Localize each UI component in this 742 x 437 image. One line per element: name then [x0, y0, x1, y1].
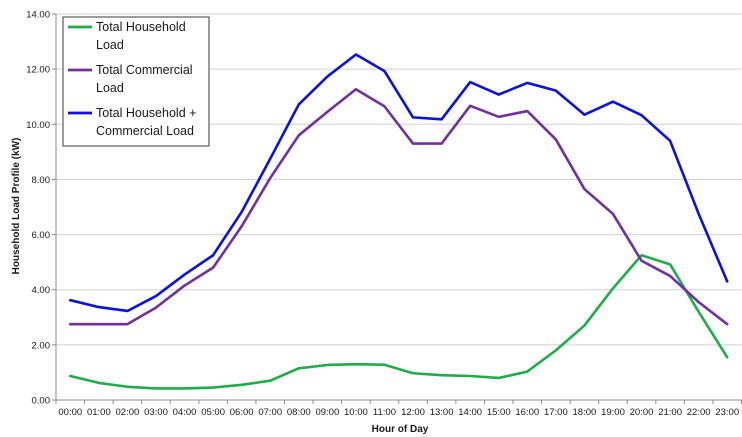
- x-tick-label: 03:00: [144, 407, 168, 418]
- x-tick-label: 23:00: [715, 407, 739, 418]
- x-tick-label: 19:00: [601, 407, 625, 418]
- x-tick-label: 10:00: [344, 407, 368, 418]
- legend-label-1: Load: [96, 38, 124, 52]
- legend-label-3: Total Household +: [96, 106, 196, 120]
- y-tick-label: 4.00: [32, 285, 51, 296]
- series-line-2: [68, 87, 729, 326]
- series-line-3: [68, 53, 729, 313]
- y-tick-label: 8.00: [32, 175, 51, 186]
- x-tick-label: 17:00: [544, 407, 568, 418]
- x-tick-label: 22:00: [687, 407, 711, 418]
- x-tick-label: 11:00: [373, 407, 396, 418]
- x-tick-label: 06:00: [230, 407, 254, 418]
- y-tick-label: 12.00: [26, 65, 50, 76]
- x-tick-label: 21:00: [658, 407, 682, 418]
- x-tick-label: 16:00: [515, 407, 539, 418]
- series-lines: [68, 53, 729, 390]
- legend-label-1: Total Household: [96, 20, 186, 34]
- legend-label-3: Commercial Load: [96, 124, 194, 138]
- y-tick-labels: 0.00 2.00 4.00 6.00 8.00 10.00 12.00 14.00: [26, 10, 50, 407]
- y-tick-label: 2.00: [32, 340, 51, 351]
- gridlines: [56, 13, 742, 346]
- axes: [52, 13, 742, 404]
- x-tick-label: 20:00: [630, 407, 654, 418]
- x-tick-label: 05:00: [201, 407, 225, 418]
- y-tick-label: 6.00: [32, 230, 51, 241]
- x-tick-label: 12:00: [401, 407, 425, 418]
- x-tick-label: 04:00: [173, 407, 197, 418]
- x-tick-label: 02:00: [116, 407, 140, 418]
- y-tick-label: 0.00: [32, 396, 51, 407]
- x-tick-label: 07:00: [258, 407, 282, 418]
- y-axis-title: Household Load Profile (kW): [11, 138, 22, 275]
- x-tick-label: 00:00: [58, 407, 82, 418]
- legend-label-2: Total Commercial: [96, 63, 193, 77]
- legend-label-2: Load: [96, 81, 124, 95]
- series-line-1: [68, 253, 729, 390]
- x-tick-label: 14:00: [458, 407, 482, 418]
- legend: Total Household Load Total Commercial Load T…: [62, 16, 210, 147]
- x-tick-label: 09:00: [315, 407, 339, 418]
- x-tick-labels: 00:00 01:00 02:00 03:00 04:00 05:00 06:00 07:00…: [58, 407, 739, 418]
- x-tick-label: 18:00: [573, 407, 597, 418]
- y-tick-label: 14.00: [26, 10, 50, 21]
- x-tick-label: 01:00: [87, 407, 111, 418]
- x-tick-label: 15:00: [487, 407, 511, 418]
- x-tick-label: 08:00: [287, 407, 311, 418]
- x-tick-label: 13:00: [430, 407, 454, 418]
- legend-box: [62, 16, 210, 147]
- x-axis-title: Hour of Day: [372, 424, 429, 435]
- y-tick-label: 10.00: [26, 120, 50, 131]
